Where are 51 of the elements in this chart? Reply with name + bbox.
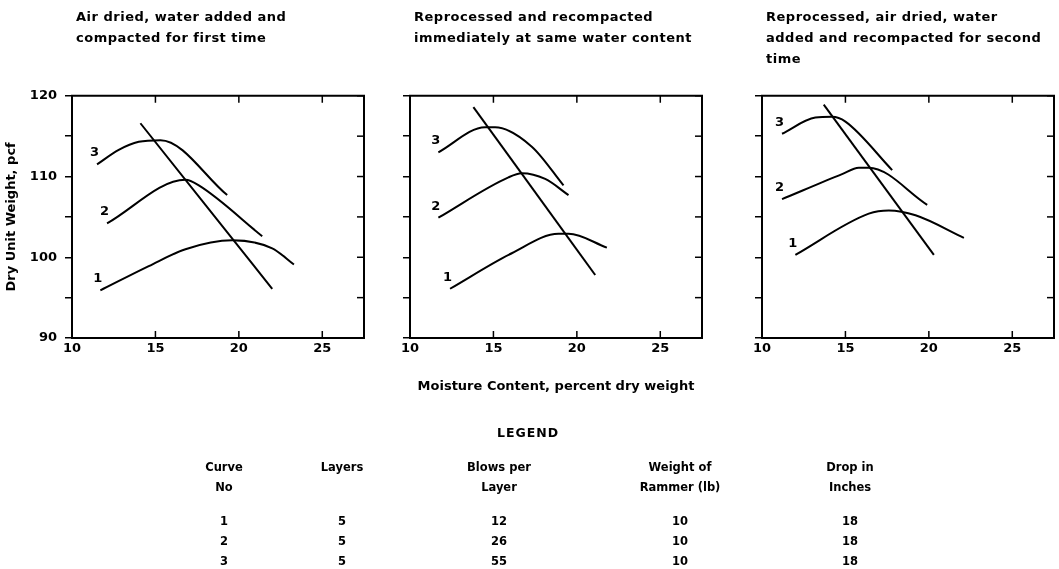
x-tick-label: 15 bbox=[836, 340, 855, 356]
x-tick-label: 25 bbox=[313, 340, 332, 356]
x-tick-label: 15 bbox=[146, 340, 165, 356]
x-axis-title: Moisture Content, percent dry weight bbox=[417, 377, 695, 393]
text: Drop in Inches bbox=[825, 459, 875, 496]
text: 10 bbox=[671, 533, 689, 550]
x-tick-label: 20 bbox=[229, 340, 248, 356]
text: Weight of Rammer (lb) bbox=[638, 459, 722, 496]
series-label: 2 bbox=[774, 179, 785, 195]
x-tick-label: 25 bbox=[1003, 340, 1022, 356]
x-tick-label: 25 bbox=[651, 340, 670, 356]
text: Blows per Layer bbox=[466, 459, 532, 496]
series-label: 3 bbox=[89, 144, 100, 160]
text: Curve No bbox=[204, 459, 244, 496]
chart-title: Reprocessed and recompacted immediately at same water content bbox=[414, 8, 693, 47]
text: 5 bbox=[337, 533, 347, 550]
text: LEGEND bbox=[495, 424, 561, 442]
series-label: 2 bbox=[431, 197, 441, 213]
text: 12 bbox=[490, 513, 508, 530]
text: Layers bbox=[319, 459, 365, 476]
text: 5 bbox=[337, 553, 347, 569]
text: 3 bbox=[219, 553, 229, 569]
y-tick-label: 120 bbox=[29, 87, 57, 103]
x-tick-label: 20 bbox=[567, 340, 586, 356]
text: 18 bbox=[841, 553, 859, 569]
y-tick-label: 110 bbox=[29, 167, 57, 183]
chart-title: Air dried, water added and compacted for first time bbox=[76, 8, 288, 47]
y-tick-label: 100 bbox=[29, 248, 57, 264]
text: 26 bbox=[490, 533, 508, 550]
x-tick-label: 20 bbox=[919, 340, 938, 356]
x-tick-label: 10 bbox=[62, 340, 82, 356]
text: 5 bbox=[337, 513, 347, 530]
series-label: 1 bbox=[443, 268, 453, 284]
series-label: 3 bbox=[774, 113, 785, 129]
x-tick-label: 15 bbox=[484, 340, 503, 356]
text: 55 bbox=[490, 553, 508, 569]
text: 1 bbox=[219, 513, 229, 530]
text: 10 bbox=[671, 553, 689, 569]
x-tick-label: 10 bbox=[752, 340, 772, 356]
series-label: 1 bbox=[93, 270, 103, 286]
series-label: 1 bbox=[788, 234, 798, 250]
text: 18 bbox=[841, 533, 859, 550]
text: 10 bbox=[671, 513, 689, 530]
text: 18 bbox=[841, 513, 859, 530]
y-tick-label: 90 bbox=[38, 329, 57, 345]
y-axis-title: Dry Unit Weight, pcf bbox=[3, 141, 19, 292]
x-tick-label: 10 bbox=[400, 340, 420, 356]
text: 2 bbox=[219, 533, 229, 550]
series-label: 2 bbox=[99, 203, 110, 219]
series-label: 3 bbox=[431, 132, 441, 148]
chart-title: Reprocessed, air dried, water added and recompacted for second time bbox=[766, 8, 1043, 68]
